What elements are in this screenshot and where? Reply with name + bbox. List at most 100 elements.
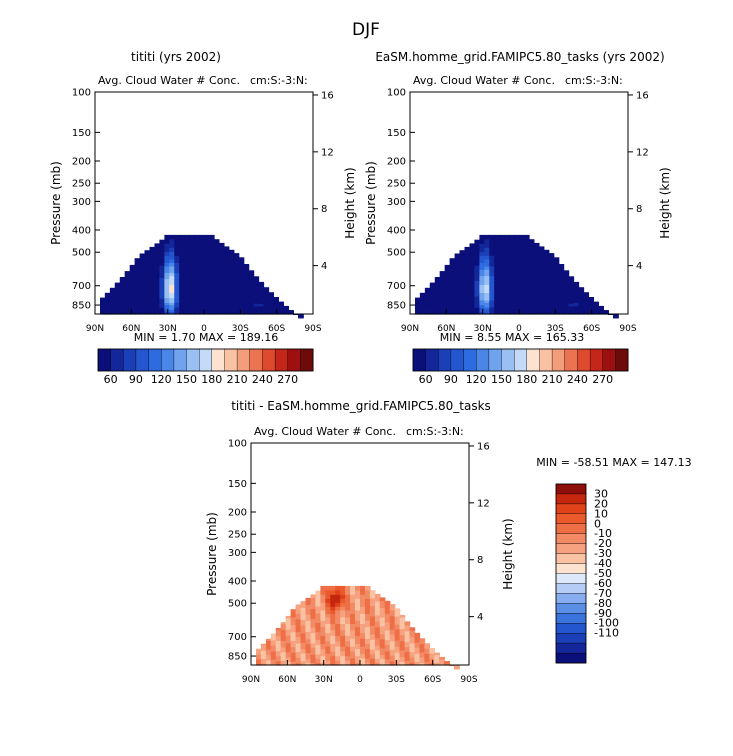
heatmap-cell	[499, 293, 505, 297]
heatmap-cell	[285, 641, 292, 645]
heatmap-cell	[514, 266, 520, 271]
heatmap-cell	[444, 264, 451, 268]
heatmap-cell	[290, 632, 297, 636]
heatmap-cell	[233, 262, 240, 266]
heatmap-cell	[519, 290, 525, 294]
heatmap-cell	[335, 585, 341, 591]
heatmap-cell	[563, 270, 570, 273]
heatmap-cell	[494, 251, 500, 257]
heatmap-cell	[369, 663, 376, 666]
heatmap-cell	[509, 284, 515, 289]
heatmap-cell	[519, 247, 525, 253]
heatmap-cell	[268, 299, 274, 301]
heatmap-cell	[228, 259, 235, 264]
heatmap-cell	[514, 298, 520, 302]
heatmap-cell	[568, 279, 575, 282]
heatmap-cell	[174, 263, 180, 267]
heatmap-cell	[144, 304, 151, 308]
heatmap-cell	[365, 585, 371, 591]
heatmap-cell	[444, 301, 451, 304]
heatmap-cell	[275, 651, 282, 653]
heatmap-cell	[104, 311, 111, 314]
colorbar-frame	[555, 483, 587, 664]
heatmap-cell	[268, 298, 274, 300]
heatmap-cell	[273, 303, 279, 305]
heatmap-cell	[524, 243, 530, 249]
heatmap-cell	[340, 594, 346, 600]
heatmap-cell	[194, 269, 200, 274]
heatmap-cell	[290, 656, 297, 659]
heatmap-cell	[129, 311, 136, 314]
height-tick-label: 16	[321, 90, 334, 101]
heatmap-cell	[553, 260, 560, 264]
heatmap-cell	[494, 255, 500, 261]
heatmap-cell	[300, 633, 307, 637]
y-axis-label: Pressure (mb)	[205, 512, 219, 596]
heatmap-cell	[238, 291, 245, 295]
heatmap-cell	[538, 285, 545, 289]
heatmap-cell	[260, 655, 267, 657]
heatmap-cell	[144, 282, 151, 286]
heatmap-cell	[424, 292, 431, 294]
heatmap-cell	[233, 253, 240, 257]
heatmap-cell	[320, 658, 326, 662]
heatmap-cell	[553, 307, 560, 310]
colorbar-swatch	[148, 348, 162, 372]
heatmap-cell	[179, 287, 185, 291]
heatmap-cell	[204, 309, 210, 313]
heatmap-cell	[524, 234, 530, 240]
heatmap-cell	[223, 250, 230, 255]
heatmap-cell	[489, 251, 495, 257]
heatmap-cell	[119, 311, 126, 314]
heatmap-cell	[134, 292, 141, 295]
colorbar-swatch	[555, 543, 587, 555]
heatmap-cell	[213, 309, 220, 313]
heatmap-cell	[104, 303, 111, 305]
heatmap-cell	[174, 269, 180, 274]
heatmap-cell	[484, 247, 490, 253]
heatmap-cell	[573, 309, 580, 312]
heatmap-cell	[290, 659, 297, 663]
heatmap-cell	[538, 310, 545, 313]
heatmap-cell	[134, 258, 141, 262]
heatmap-cell	[379, 620, 386, 624]
heatmap-cell	[514, 269, 520, 274]
heatmap-cell	[159, 294, 165, 297]
heatmap-cell	[350, 594, 356, 600]
heatmap-cell	[223, 302, 230, 305]
heatmap-cell	[404, 638, 411, 642]
heatmap-cell	[285, 650, 292, 653]
heatmap-cell	[543, 259, 550, 264]
heatmap-cell	[439, 309, 446, 312]
heatmap-cell	[568, 311, 575, 314]
heatmap-cell	[563, 300, 570, 303]
heatmap-cell	[533, 312, 540, 315]
heatmap-cell	[169, 239, 175, 245]
heatmap-cell	[538, 269, 545, 273]
heatmap-cell	[218, 294, 225, 298]
colorbar-swatch	[274, 348, 289, 372]
heatmap-cell	[330, 627, 336, 631]
heatmap-cell	[335, 590, 341, 596]
heatmap-cell	[340, 630, 346, 634]
heatmap-cell	[424, 645, 430, 647]
heatmap-cell	[415, 306, 421, 308]
heatmap-cell	[253, 298, 260, 301]
heatmap-cell	[528, 262, 535, 266]
heatmap-cell	[223, 272, 230, 276]
heatmap-cell	[558, 268, 565, 272]
colorbar-label: 120	[151, 373, 172, 386]
heatmap-cell	[543, 284, 550, 288]
heatmap-cell	[345, 635, 351, 640]
heatmap-cell	[374, 601, 381, 606]
heatmap-cell	[459, 274, 466, 278]
heatmap-cell	[514, 309, 520, 313]
heatmap-cell	[290, 638, 297, 642]
y-tick-label: 300	[387, 197, 406, 208]
heatmap-cell	[243, 284, 250, 287]
heatmap-cell	[355, 614, 361, 618]
heatmap-cell	[233, 278, 240, 282]
heatmap-cell	[325, 660, 331, 664]
heatmap-cell	[449, 305, 456, 308]
heatmap-cell	[444, 269, 451, 273]
